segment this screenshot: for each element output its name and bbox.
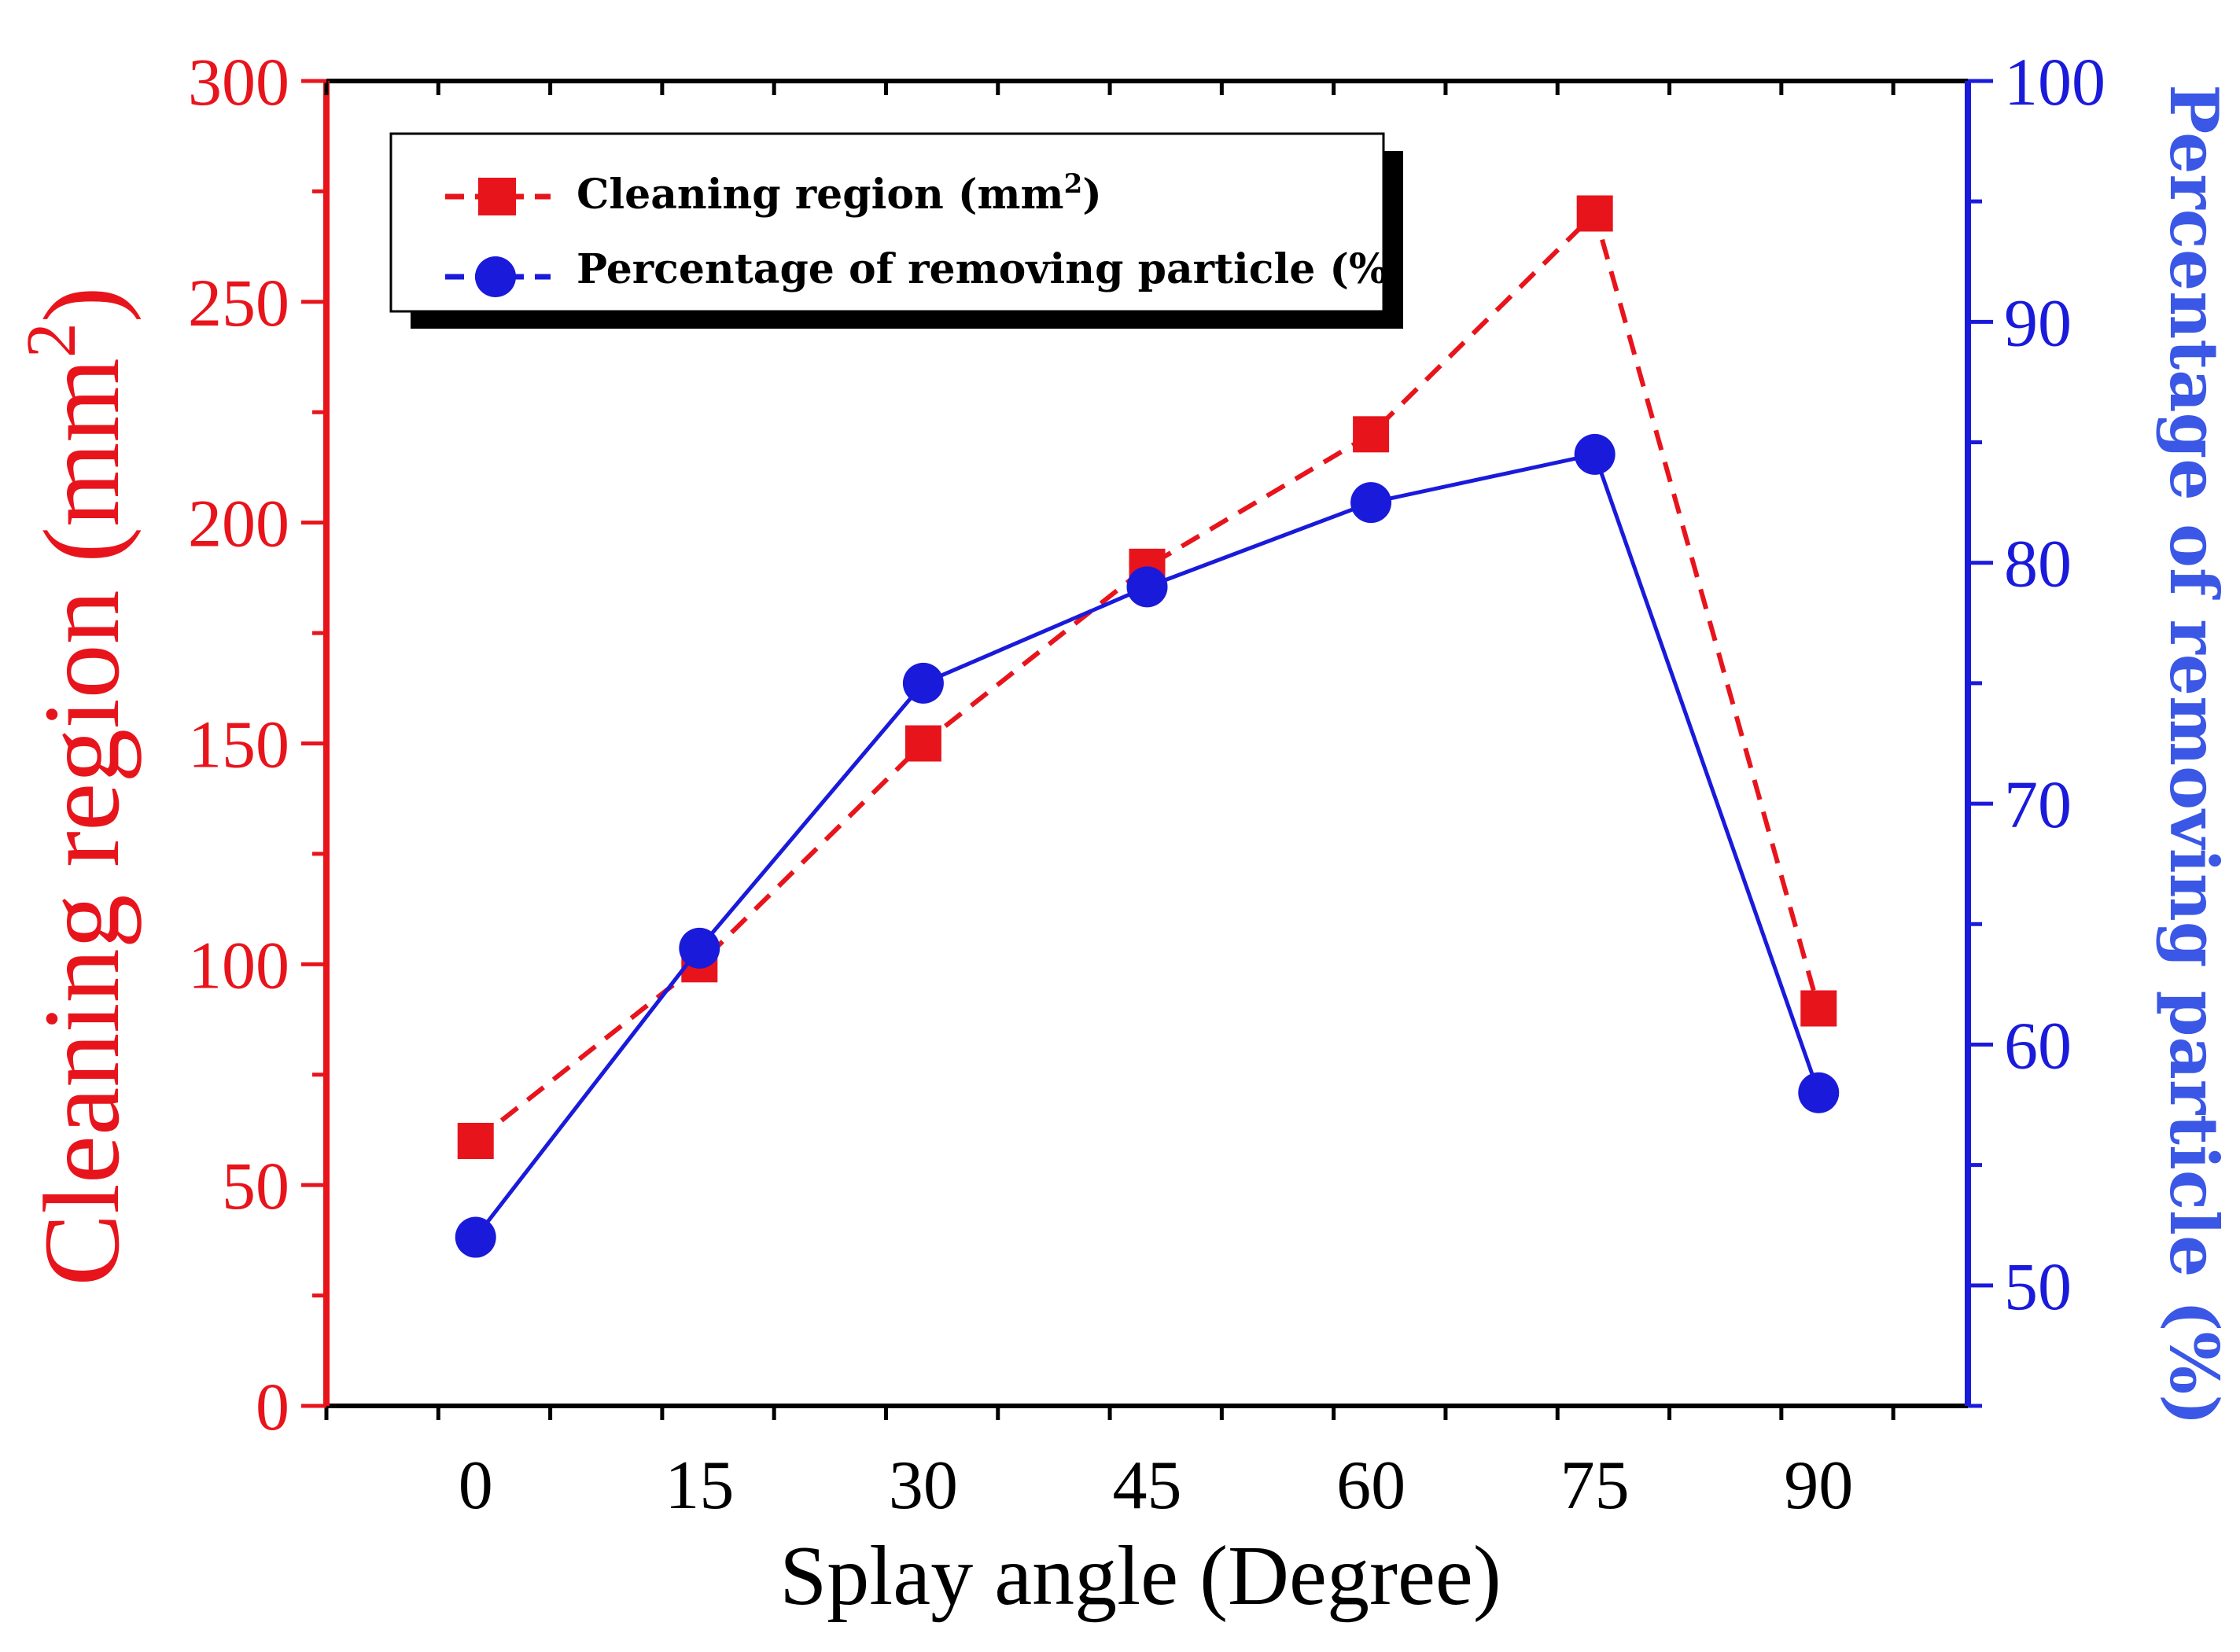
legend-box — [389, 132, 1385, 313]
data-point-circle — [902, 662, 944, 704]
data-point-circle — [1350, 482, 1392, 524]
right-y-tick-label: 100 — [2004, 44, 2106, 120]
x-tick-label: 60 — [1336, 1448, 1406, 1524]
x-tick-label: 75 — [1560, 1448, 1630, 1524]
legend-swatch-square-marker — [478, 178, 516, 215]
x-tick-label: 0 — [459, 1448, 493, 1524]
right-y-tick-label: 60 — [2004, 1007, 2072, 1083]
data-point-circle — [1574, 433, 1616, 475]
left-y-tick-label: 50 — [222, 1148, 289, 1223]
right-y-tick-label: 90 — [2004, 285, 2072, 360]
data-point-circle — [679, 927, 720, 969]
x-axis-title: Splay angle (Degree) — [779, 1529, 1501, 1623]
data-point-square — [1576, 195, 1613, 232]
data-point-square — [1800, 990, 1837, 1027]
left-y-tick-label: 200 — [188, 486, 289, 561]
axis-ticks — [301, 79, 1993, 1420]
data-point-square — [457, 1123, 494, 1159]
data-point-circle — [1126, 566, 1168, 608]
data-point-square — [1353, 416, 1390, 453]
x-tick-label: 90 — [1784, 1448, 1853, 1524]
left-y-tick-label: 300 — [188, 44, 289, 120]
data-point-square — [904, 725, 941, 762]
right-y-axis-title: Percentage of removing particle (%) — [2155, 84, 2233, 1426]
series-layer — [455, 195, 1840, 1258]
left-y-tick-label: 0 — [256, 1369, 289, 1444]
legend-swatch-circle-marker — [475, 256, 516, 297]
legend-label-cleaning-region: Cleaning region (mm2) — [577, 168, 1102, 219]
legend-label-removing-particle: Percentage of removing particle (%) — [577, 245, 1407, 293]
right-y-tick-label: 80 — [2004, 526, 2072, 602]
right-y-tick-label: 70 — [2004, 767, 2072, 842]
x-tick-label: 45 — [1113, 1448, 1182, 1524]
series-line-cleaning-region — [473, 208, 1822, 1143]
data-point-circle — [455, 1216, 496, 1258]
legend: Cleaning region (mm2) Percentage of remo… — [389, 132, 1407, 329]
axis-tick-labels: 0 15 30 45 60 75 90 0 50 100 150 200 250 300 50 60 70 80 9… — [188, 44, 2106, 1524]
data-point-circle — [1798, 1072, 1840, 1113]
left-y-tick-label: 100 — [188, 927, 289, 1003]
left-y-tick-label: 150 — [188, 707, 289, 782]
x-tick-label: 15 — [665, 1448, 734, 1524]
left-y-axis-title: Cleaning region (mm2) — [13, 286, 142, 1286]
left-y-tick-label: 250 — [188, 265, 289, 340]
right-y-tick-label: 50 — [2004, 1249, 2072, 1324]
x-tick-label: 30 — [889, 1448, 958, 1524]
